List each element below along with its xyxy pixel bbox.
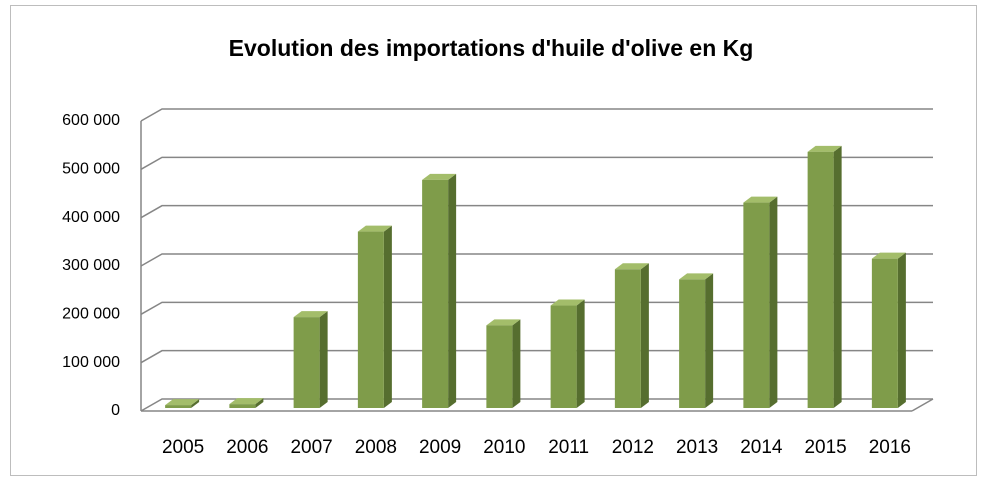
bar-front	[807, 151, 834, 409]
bar-top	[422, 173, 457, 180]
bar-side	[448, 173, 457, 408]
bar-side	[833, 145, 842, 409]
bar-side	[576, 299, 585, 408]
y-tick-label: 200 000	[62, 306, 120, 323]
grid-line	[140, 398, 933, 412]
x-tick-label: 2009	[419, 437, 461, 458]
floor-right	[911, 398, 934, 412]
bar-side	[383, 225, 392, 408]
bar-top	[293, 311, 328, 318]
bar-top	[679, 273, 714, 280]
bar-top	[486, 319, 521, 326]
bar-side	[897, 252, 906, 408]
bar-top	[614, 263, 649, 270]
bar	[871, 252, 906, 408]
bar-side	[640, 263, 649, 408]
grid-line	[140, 253, 933, 267]
bar-front	[486, 325, 513, 408]
grid-line	[140, 108, 933, 122]
x-tick-label: 2006	[226, 437, 268, 458]
x-tick-label: 2014	[740, 437, 783, 458]
bar-front	[679, 279, 706, 408]
bar	[743, 196, 778, 408]
bar-top	[229, 398, 264, 405]
y-tick-label: 100 000	[62, 354, 120, 371]
bar-top	[550, 299, 585, 306]
x-tick-label: 2005	[162, 437, 204, 458]
y-tick-label: 400 000	[62, 209, 120, 226]
bar-front	[550, 305, 577, 408]
bar-side	[255, 398, 264, 408]
bar	[229, 398, 264, 408]
bar-top	[871, 252, 906, 259]
bar-top	[743, 196, 778, 203]
x-tick-label: 2012	[612, 437, 654, 458]
bar	[293, 311, 328, 408]
bar	[679, 273, 714, 408]
x-tick-label: 2011	[548, 437, 589, 458]
bar-front	[165, 405, 192, 408]
x-tick-label: 2007	[290, 437, 332, 458]
bar-side	[319, 311, 328, 408]
y-tick-label: 600 000	[62, 112, 120, 129]
grid-line	[140, 349, 933, 364]
bar-front	[229, 404, 256, 408]
bar	[807, 145, 842, 409]
grid-line	[140, 204, 933, 219]
bar-side	[512, 319, 521, 408]
bar-front	[293, 317, 320, 408]
bar-front	[871, 258, 898, 408]
chart-title: Evolution des importations d'huile d'oli…	[229, 35, 754, 61]
grid-line	[140, 301, 933, 315]
bar-front	[422, 179, 449, 408]
x-tick-label: 2016	[869, 437, 911, 458]
grid-line	[140, 156, 933, 170]
y-tick-label: 500 000	[62, 161, 120, 178]
x-tick-label: 2010	[483, 437, 525, 458]
y-tick-label: 300 000	[62, 257, 120, 274]
x-tick-label: 2013	[676, 437, 718, 458]
bar-top	[807, 145, 842, 152]
bar-side	[191, 399, 200, 408]
bar	[550, 299, 585, 408]
y-tick-label: 0	[111, 402, 120, 419]
bar-top	[357, 225, 392, 232]
bar-side	[705, 273, 714, 408]
bar	[486, 319, 521, 408]
bar	[422, 173, 457, 408]
bar-front	[357, 231, 384, 408]
x-tick-label: 2015	[804, 437, 846, 458]
x-tick-label: 2008	[355, 437, 397, 458]
bar-front	[743, 202, 770, 408]
bar-front	[614, 269, 641, 408]
bar-side	[769, 196, 778, 408]
bar-top	[165, 399, 200, 406]
bar	[614, 263, 649, 408]
bar	[165, 399, 200, 408]
bar	[357, 225, 392, 408]
